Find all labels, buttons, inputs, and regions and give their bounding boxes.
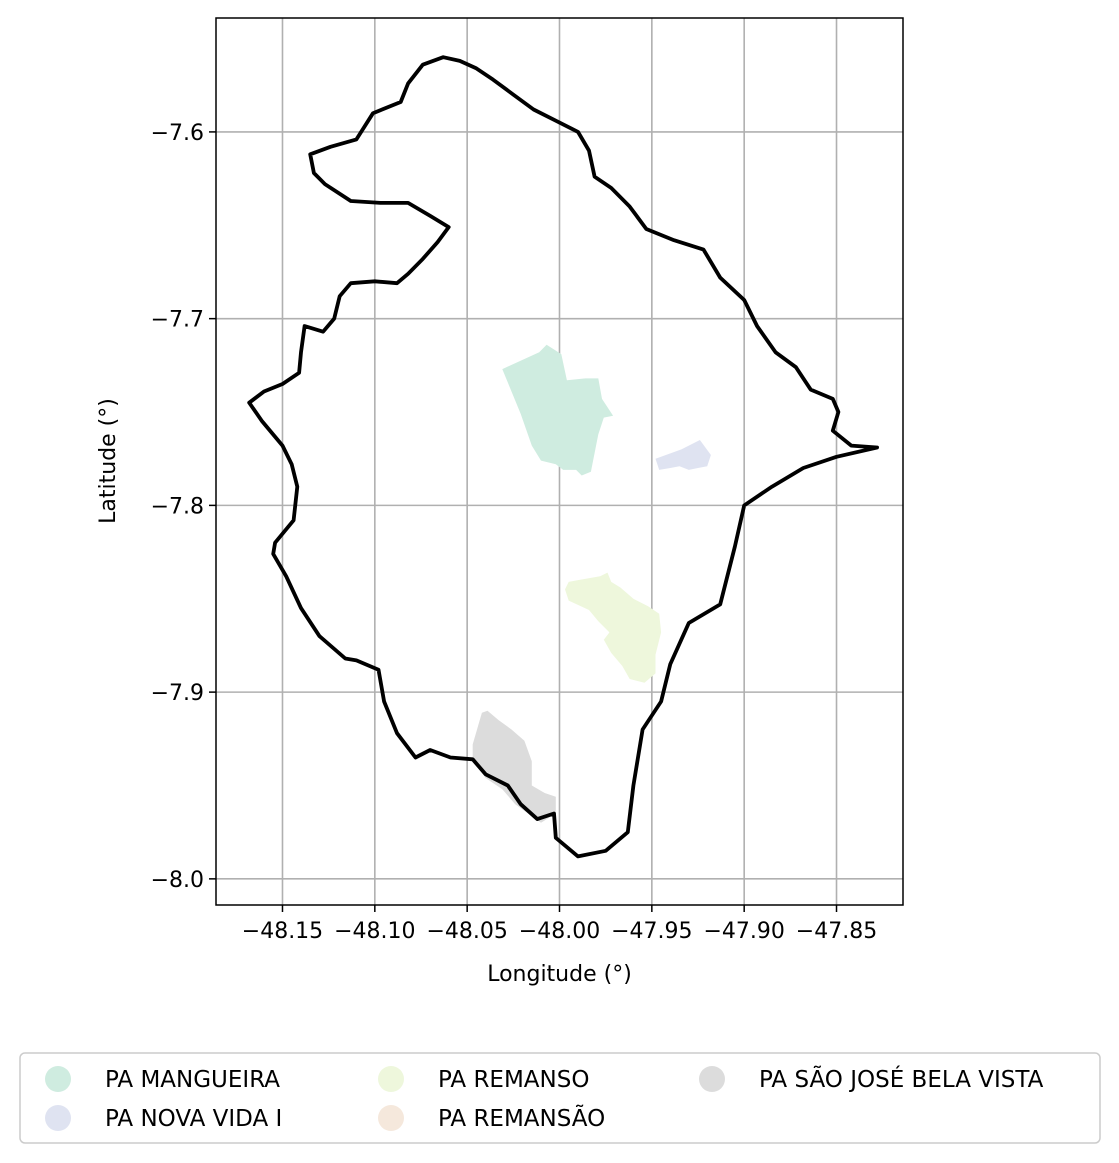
x-tick-label: −48.10: [334, 919, 415, 944]
legend-label: PA MANGUEIRA: [105, 1067, 280, 1093]
legend-frame: [19, 1052, 1101, 1144]
legend-marker: [378, 1105, 404, 1131]
x-tick-label: −47.85: [796, 919, 877, 944]
x-tick-label: −47.95: [611, 919, 692, 944]
legend-label: PA SÃO JOSÉ BELA VISTA: [759, 1065, 1044, 1093]
region-pa-nova-vida-i: [655, 440, 711, 470]
legend-label: PA REMANSO: [438, 1067, 589, 1093]
x-tick-label: −48.05: [426, 919, 507, 944]
region-pa-mangueira: [502, 344, 614, 476]
region-pa-s-o-jos-bela-vista: [472, 710, 556, 823]
y-axis-ticks: −7.6 −7.7 −7.8 −7.9 −8.0: [151, 121, 216, 893]
legend-marker: [378, 1066, 404, 1092]
legend: PA MANGUEIRA PA NOVA VIDA I PA REMANSO PA R…: [19, 1052, 1101, 1144]
municipality-boundary: [247, 55, 879, 859]
y-tick-label: −7.6: [151, 121, 204, 146]
legend-marker: [45, 1105, 71, 1131]
x-tick-label: −48.00: [519, 919, 600, 944]
legend-label: PA NOVA VIDA I: [105, 1106, 282, 1132]
boundary-outline: [247, 55, 879, 859]
y-tick-label: −7.7: [151, 308, 204, 333]
x-axis-label: Longitude (°): [487, 962, 632, 987]
legend-marker: [699, 1066, 725, 1092]
grid: [216, 18, 903, 905]
y-tick-label: −7.9: [151, 681, 204, 706]
legend-marker: [45, 1066, 71, 1092]
legend-label: PA REMANSÃO: [438, 1104, 605, 1132]
x-tick-label: −48.15: [242, 919, 323, 944]
y-axis-label: Latitude (°): [96, 398, 121, 524]
y-tick-label: −7.8: [151, 494, 204, 519]
region-pa-remanso: [565, 572, 662, 683]
x-axis-ticks: −48.15 −48.10 −48.05 −48.00 −47.95 −47.90 −47.…: [242, 905, 877, 944]
y-tick-label: −8.0: [151, 868, 204, 893]
settlement-regions: [472, 344, 711, 823]
x-tick-label: −47.90: [703, 919, 784, 944]
